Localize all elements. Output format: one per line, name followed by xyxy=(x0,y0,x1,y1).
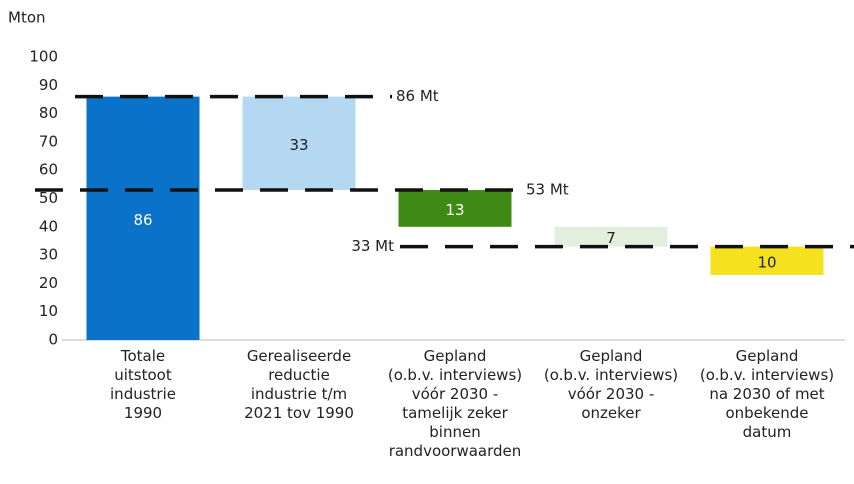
x-tick-line: Gepland xyxy=(736,347,799,365)
y-tick-label: 50 xyxy=(39,189,58,207)
x-tick-line: (o.b.v. interviews) xyxy=(388,366,522,384)
x-tick-line: uitstoot xyxy=(114,366,172,384)
x-tick-line: onbekende xyxy=(725,404,808,422)
x-tick-line: vóór 2030 - xyxy=(412,385,499,403)
x-tick-line: randvoorwaarden xyxy=(389,442,522,460)
x-tick-line: 1990 xyxy=(124,404,162,422)
reference-label: 53 Mt xyxy=(526,181,569,199)
x-tick-label: Gepland (o.b.v. interviews) vóór 2030 -tam… xyxy=(388,347,522,460)
x-tick-label: Gerealiseerde reductie industrie t/m 2021 t… xyxy=(244,347,354,422)
x-tick-line: tamelijk zeker xyxy=(402,404,508,422)
y-tick-label: 0 xyxy=(48,331,58,349)
y-tick-label: 20 xyxy=(39,274,58,292)
x-tick-line: Gepland xyxy=(424,347,487,365)
data-label: 86 xyxy=(133,211,152,229)
y-tick-label: 90 xyxy=(39,76,58,94)
y-axis-label: Mton xyxy=(8,9,46,27)
y-tick-label: 40 xyxy=(39,217,58,235)
data-label: 13 xyxy=(445,201,464,219)
x-tick-line: industrie xyxy=(110,385,176,403)
data-label: 7 xyxy=(606,229,616,247)
x-tick-line: vóór 2030 - xyxy=(568,385,655,403)
data-label: 10 xyxy=(757,253,776,271)
y-tick-label: 100 xyxy=(29,48,58,66)
bar xyxy=(242,96,356,191)
x-tick-line: Totale xyxy=(120,347,165,365)
x-tick-line: (o.b.v. interviews) xyxy=(700,366,834,384)
x-tick-line: Gepland xyxy=(580,347,643,365)
x-tick-line: datum xyxy=(743,423,792,441)
y-tick-label: 70 xyxy=(39,132,58,150)
y-tick-label: 10 xyxy=(39,302,58,320)
bar xyxy=(86,96,200,341)
x-tick-label: Gepland (o.b.v. interviews) na 2030 of met… xyxy=(700,347,834,441)
y-tick-label: 30 xyxy=(39,246,58,264)
bar xyxy=(398,190,512,227)
data-label: 33 xyxy=(289,136,308,154)
x-tick-label: Totale uitstoot industrie 1990 xyxy=(110,347,176,422)
reference-label: 33 Mt xyxy=(351,237,394,255)
x-tick-line: binnen xyxy=(429,423,480,441)
x-tick-line: 2021 tov 1990 xyxy=(244,404,354,422)
x-tick-line: (o.b.v. interviews) xyxy=(544,366,678,384)
reference-label: 86 Mt xyxy=(396,87,439,105)
x-tick-label: Gepland (o.b.v. interviews) vóór 2030 -onz… xyxy=(544,347,678,422)
y-tick-label: 60 xyxy=(39,161,58,179)
x-tick-line: industrie t/m xyxy=(251,385,347,403)
x-tick-line: reductie xyxy=(268,366,330,384)
bar xyxy=(554,226,668,247)
y-tick-label: 80 xyxy=(39,104,58,122)
x-tick-line: na 2030 of met xyxy=(709,385,824,403)
x-tick-line: onzeker xyxy=(581,404,641,422)
x-tick-line: Gerealiseerde xyxy=(247,347,351,365)
bar xyxy=(710,246,824,275)
